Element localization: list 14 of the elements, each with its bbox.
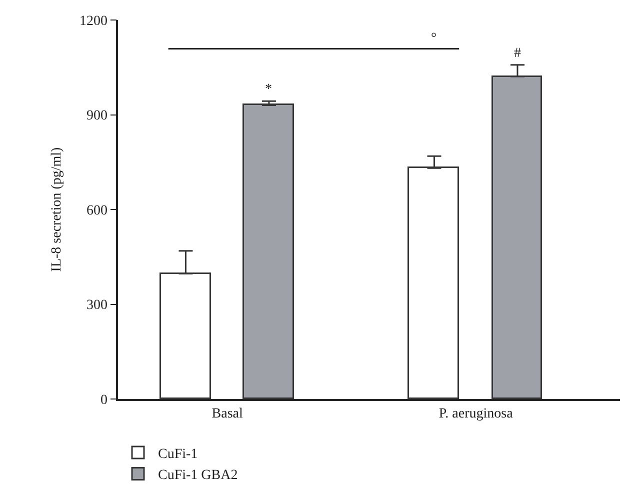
annotation: *	[265, 82, 272, 97]
y-tick-label: 900	[86, 108, 108, 124]
annotation: #	[514, 46, 521, 61]
y-tick-label: 600	[86, 203, 108, 218]
ref-line-label: °	[431, 31, 437, 46]
bar	[242, 104, 294, 399]
y-tick-label: 1200	[79, 14, 108, 29]
legend-label: CuFi-1	[158, 446, 198, 462]
y-axis-title: IL-8 secretion (pg/ml)	[50, 146, 65, 272]
y-tick-label: 0	[100, 392, 108, 408]
x-tick-label: P. aeruginosa	[438, 406, 514, 422]
x-tick-label: Basal	[212, 406, 244, 422]
y-tick-label: 300	[86, 298, 108, 314]
legend-label: CuFi-1 GBA2	[158, 468, 238, 484]
